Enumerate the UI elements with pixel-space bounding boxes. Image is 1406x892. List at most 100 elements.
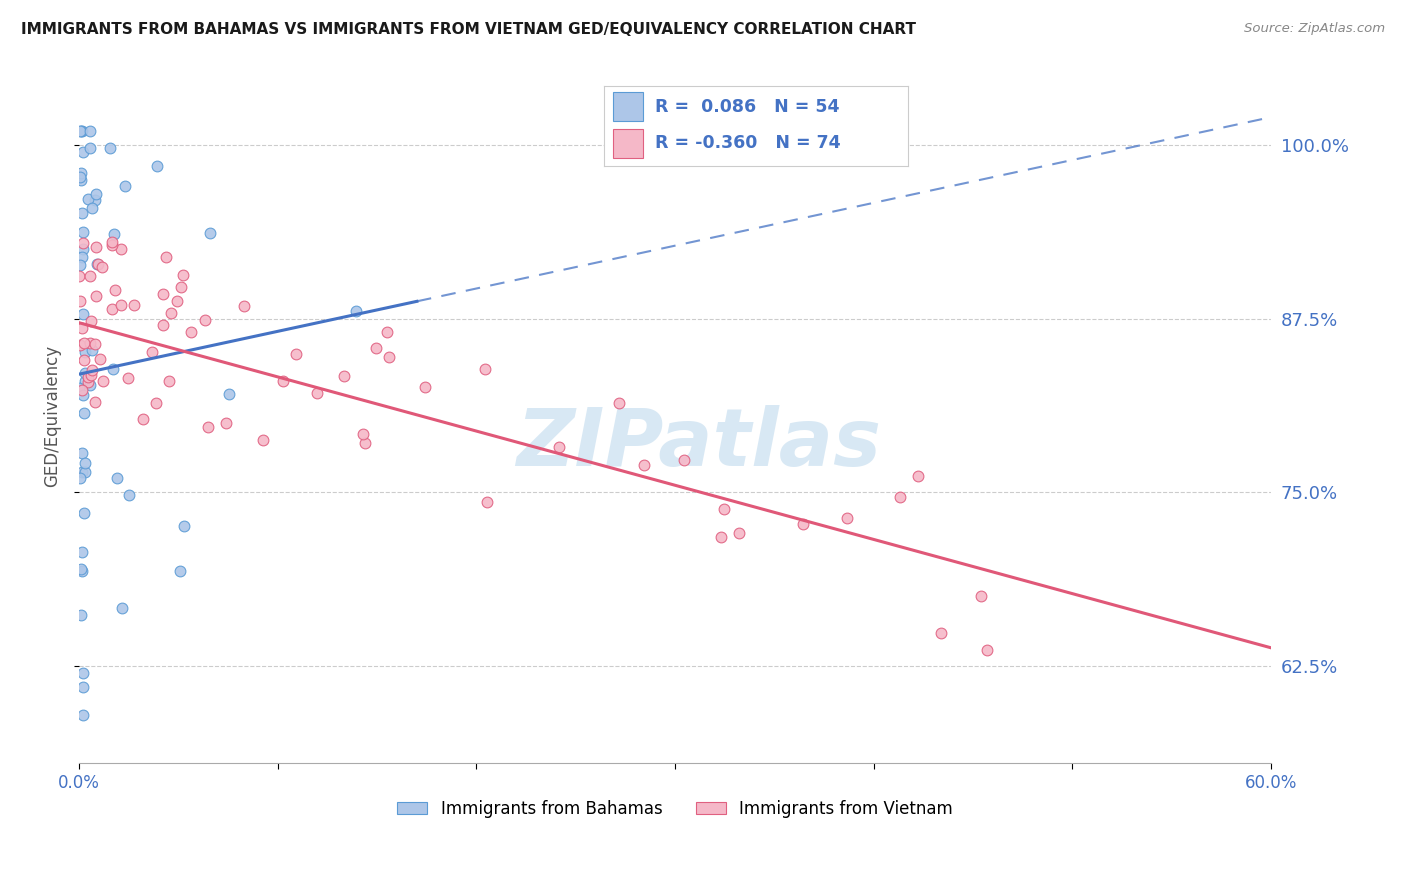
Point	[73, 456, 96, 470]
Point	[101, 235, 124, 249]
Point	[69, 561, 91, 575]
Point	[976, 643, 998, 657]
Point	[110, 298, 132, 312]
Y-axis label: GED/Equivalency: GED/Equivalency	[44, 345, 60, 487]
Point	[104, 283, 127, 297]
Point	[72, 406, 94, 420]
Point	[118, 488, 141, 502]
Point	[69, 471, 91, 485]
Point	[72, 236, 94, 251]
Point	[284, 347, 307, 361]
Point	[72, 307, 94, 321]
Point	[73, 506, 96, 520]
Point	[77, 369, 100, 384]
Point	[70, 466, 93, 480]
Point	[80, 368, 103, 382]
Point	[101, 301, 124, 316]
Point	[79, 141, 101, 155]
Point	[101, 361, 124, 376]
Point	[73, 374, 96, 388]
Point	[77, 193, 100, 207]
Point	[609, 396, 631, 410]
Point	[117, 370, 139, 384]
Point	[69, 294, 91, 309]
Point	[80, 343, 103, 358]
Point	[792, 516, 814, 531]
Point	[98, 141, 121, 155]
Point	[477, 495, 499, 509]
Point	[79, 314, 101, 328]
Text: Source: ZipAtlas.com: Source: ZipAtlas.com	[1244, 22, 1385, 36]
Point	[111, 600, 134, 615]
Point	[157, 375, 180, 389]
Point	[378, 351, 401, 365]
Point	[73, 465, 96, 479]
Point	[132, 412, 155, 426]
Point	[72, 680, 94, 694]
Point	[889, 490, 911, 504]
Point	[72, 387, 94, 401]
Point	[710, 530, 733, 544]
Point	[354, 436, 377, 450]
Point	[364, 341, 387, 355]
Point	[73, 336, 96, 351]
Point	[72, 707, 94, 722]
Point	[72, 353, 94, 368]
Point	[101, 238, 124, 252]
Point	[103, 227, 125, 242]
Point	[375, 325, 398, 339]
Point	[70, 384, 93, 398]
Point	[152, 287, 174, 301]
Point	[70, 124, 93, 138]
Point	[413, 379, 436, 393]
Point	[194, 312, 217, 326]
Point	[332, 369, 354, 384]
Point	[70, 124, 93, 138]
Point	[70, 564, 93, 578]
Point	[70, 166, 93, 180]
Point	[728, 525, 751, 540]
Point	[218, 387, 240, 401]
Point	[69, 169, 91, 184]
Point	[474, 361, 496, 376]
Point	[173, 519, 195, 533]
Point	[69, 338, 91, 352]
Point	[72, 665, 94, 680]
Point	[73, 366, 96, 380]
Point	[672, 453, 695, 467]
Point	[79, 268, 101, 283]
Point	[82, 363, 104, 377]
Point	[160, 305, 183, 319]
Point	[67, 381, 90, 395]
Point	[114, 179, 136, 194]
Point	[122, 298, 145, 312]
Point	[79, 336, 101, 351]
Point	[69, 259, 91, 273]
Point	[70, 172, 93, 186]
Text: IMMIGRANTS FROM BAHAMAS VS IMMIGRANTS FROM VIETNAM GED/EQUIVALENCY CORRELATION C: IMMIGRANTS FROM BAHAMAS VS IMMIGRANTS FR…	[21, 22, 917, 37]
Point	[929, 626, 952, 640]
Point	[141, 345, 163, 359]
Point	[145, 396, 167, 410]
Point	[197, 420, 219, 434]
Point	[713, 501, 735, 516]
Point	[180, 325, 202, 339]
Point	[72, 225, 94, 239]
Point	[73, 344, 96, 359]
Point	[69, 124, 91, 138]
Point	[84, 187, 107, 202]
Point	[352, 426, 374, 441]
Point	[84, 240, 107, 254]
Point	[80, 201, 103, 215]
Point	[344, 303, 367, 318]
Point	[172, 268, 194, 283]
Point	[91, 374, 114, 388]
Point	[145, 159, 167, 173]
Point	[169, 565, 191, 579]
Point	[69, 607, 91, 622]
Point	[305, 386, 328, 401]
Point	[72, 243, 94, 257]
Point	[72, 145, 94, 159]
Point	[87, 257, 110, 271]
Point	[835, 510, 858, 524]
